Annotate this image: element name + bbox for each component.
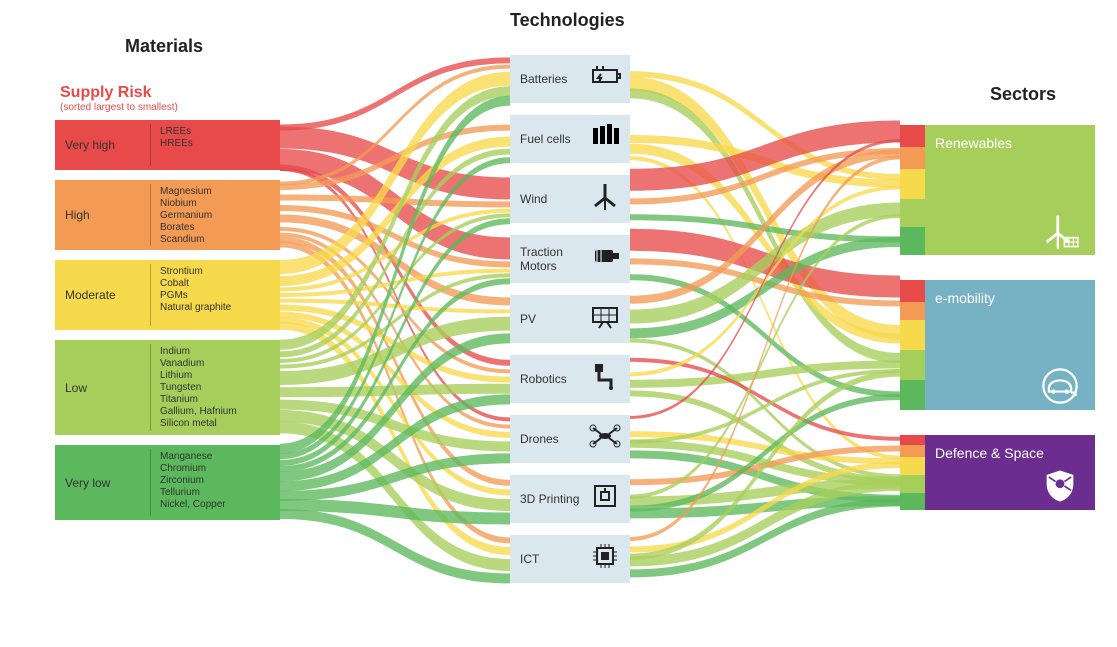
technology-label: Drones <box>510 432 588 446</box>
technology-node-ict: ICT <box>510 535 630 583</box>
material-items: LREEsHREEs <box>160 126 193 150</box>
sector-label: Defence & Space <box>935 445 1085 461</box>
technology-label: Wind <box>510 192 588 206</box>
pv-icon <box>588 300 622 338</box>
technology-label: Batteries <box>510 72 588 86</box>
technology-node-robotics: Robotics <box>510 355 630 403</box>
motor-icon <box>588 240 622 278</box>
material-node-very_high: Very high LREEsHREEs <box>55 120 280 170</box>
sector-risk-band <box>900 493 925 510</box>
material-label: Low <box>65 381 87 395</box>
technology-label: 3D Printing <box>510 492 588 506</box>
sector-risk-band <box>900 302 925 320</box>
material-label: High <box>65 208 90 222</box>
sankey-flow <box>280 57 510 130</box>
material-items: MagnesiumNiobiumGermaniumBoratesScandium <box>160 186 212 246</box>
technology-label: PV <box>510 312 588 326</box>
chip-icon <box>588 540 622 578</box>
material-label: Very high <box>65 138 115 152</box>
battery-icon <box>588 60 622 98</box>
sankey-flow <box>280 384 510 397</box>
material-label: Moderate <box>65 288 116 302</box>
material-node-very_low: Very low ManganeseChromiumZirconiumTellur… <box>55 445 280 520</box>
technology-node-wind: Wind <box>510 175 630 223</box>
material-items: IndiumVanadiumLithiumTungstenTitaniumGal… <box>160 346 237 430</box>
sector-label: Renewables <box>935 135 1085 151</box>
header-materials: Materials <box>125 36 203 57</box>
technology-node-fuelcells: Fuel cells <box>510 115 630 163</box>
technology-label: Traction Motors <box>510 245 588 273</box>
renew-icon <box>1040 211 1080 258</box>
material-node-low: Low IndiumVanadiumLithiumTungstenTitanium… <box>55 340 280 435</box>
material-items: StrontiumCobaltPGMsNatural graphite <box>160 266 231 314</box>
sector-risk-band <box>900 169 925 199</box>
turbine-icon <box>588 180 622 218</box>
supply-risk-title: Supply Risk <box>60 84 152 102</box>
sector-risk-band <box>900 125 925 147</box>
sector-risk-band <box>900 199 925 227</box>
technology-label: Fuel cells <box>510 132 588 146</box>
fuelcell-icon <box>588 120 622 158</box>
material-label: Very low <box>65 476 110 490</box>
material-node-high: High MagnesiumNiobiumGermaniumBoratesScan… <box>55 180 280 250</box>
technology-node-pv: PV <box>510 295 630 343</box>
printer-icon <box>588 480 622 518</box>
sector-risk-band <box>900 380 925 410</box>
sector-risk-band <box>900 280 925 302</box>
sector-risk-band <box>900 445 925 457</box>
sector-risk-band <box>900 475 925 493</box>
sector-risk-band <box>900 147 925 169</box>
header-technologies: Technologies <box>510 10 625 31</box>
shield-icon <box>1040 466 1080 513</box>
sector-risk-band <box>900 435 925 445</box>
material-items: ManganeseChromiumZirconiumTelluriumNicke… <box>160 451 226 511</box>
header-sectors: Sectors <box>990 84 1056 105</box>
material-node-moderate: Moderate StrontiumCobaltPGMsNatural graph… <box>55 260 280 330</box>
sector-label: e-mobility <box>935 290 1085 306</box>
technology-label: ICT <box>510 552 588 566</box>
sector-risk-band <box>900 227 925 255</box>
drone-icon <box>588 420 622 458</box>
technology-node-batteries: Batteries <box>510 55 630 103</box>
sector-risk-band <box>900 457 925 475</box>
technology-node-drones: Drones <box>510 415 630 463</box>
technology-label: Robotics <box>510 372 588 386</box>
sector-risk-band <box>900 350 925 380</box>
sector-risk-band <box>900 320 925 350</box>
supply-risk-subtitle: (sorted largest to smallest) <box>60 102 178 113</box>
technology-node-3dp: 3D Printing <box>510 475 630 523</box>
robot-icon <box>588 360 622 398</box>
technology-node-traction: Traction Motors <box>510 235 630 283</box>
car-icon <box>1040 366 1080 413</box>
